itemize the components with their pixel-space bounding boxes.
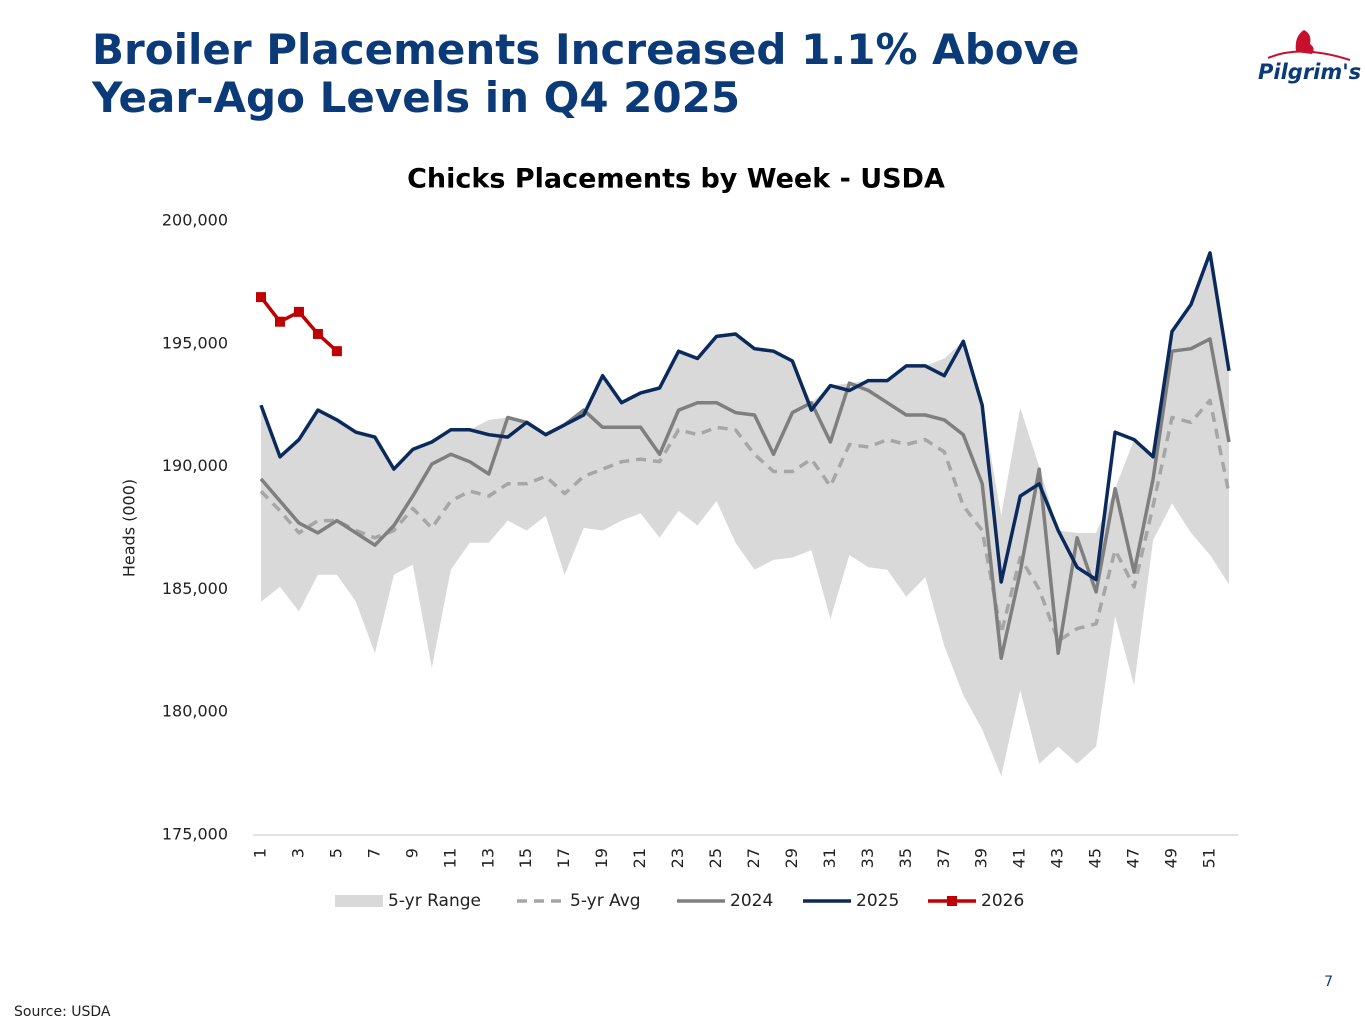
point-marker bbox=[256, 292, 266, 303]
x-tick-label: 43 bbox=[1048, 848, 1067, 868]
point-marker bbox=[293, 306, 304, 317]
point-marker bbox=[312, 328, 323, 339]
page-number: 7 bbox=[1324, 974, 1333, 990]
x-tick-label: 37 bbox=[934, 848, 953, 868]
legend-swatch bbox=[335, 895, 383, 907]
y-tick-label: 180,000 bbox=[162, 702, 228, 721]
plot: 175,000 180,000 185,000 190,000 195,000 200,0… bbox=[162, 211, 1238, 868]
y-tick-label: 195,000 bbox=[162, 333, 228, 352]
series-line bbox=[259, 251, 1231, 584]
x-tick-label: 1 bbox=[251, 848, 270, 858]
x-tick-label: 15 bbox=[516, 848, 535, 868]
source: Source: USDA bbox=[14, 1004, 111, 1020]
point-marker bbox=[331, 346, 342, 357]
legend-label: 5-yr Range bbox=[388, 891, 481, 911]
x-tick-label: 45 bbox=[1086, 848, 1105, 868]
y-tick-label: 175,000 bbox=[162, 825, 228, 844]
x-tick-label: 7 bbox=[364, 848, 383, 858]
x-tick-label: 33 bbox=[858, 848, 877, 868]
x-tick-label: 25 bbox=[706, 848, 725, 868]
legend-label: 2024 bbox=[730, 891, 773, 911]
logo-text: Pilgrim's bbox=[1258, 60, 1361, 84]
slide-title: Broiler Placements Increased 1.1% Above … bbox=[92, 26, 1080, 122]
title-box: Broiler Placements Increased 1.1% Above … bbox=[92, 26, 1080, 122]
x-tick-label: 35 bbox=[896, 848, 915, 868]
range-area bbox=[261, 252, 1229, 777]
y-axis-label: Heads (000) bbox=[120, 479, 139, 577]
x-tick-label: 9 bbox=[402, 848, 421, 858]
legend-label: 5-yr Avg bbox=[570, 891, 641, 911]
x-tick-label: 19 bbox=[592, 848, 611, 868]
x-tick-label: 3 bbox=[288, 848, 307, 858]
y-tick-label: 185,000 bbox=[162, 579, 228, 598]
x-tick-label: 41 bbox=[1010, 848, 1029, 868]
series-line bbox=[259, 337, 1231, 660]
y-tick-label: 200,000 bbox=[162, 211, 228, 230]
legend: 5-yr Range 5-yr Avg 2024 2025 2026 bbox=[335, 891, 1024, 911]
x-tick-label: 23 bbox=[668, 848, 687, 868]
series-line bbox=[259, 296, 339, 353]
x-tick-label: 11 bbox=[440, 848, 459, 868]
x-tick-label: 49 bbox=[1162, 848, 1181, 868]
x-tick-label: 31 bbox=[820, 848, 839, 868]
x-tick-label: 39 bbox=[972, 848, 991, 868]
x-tick-label: 51 bbox=[1200, 848, 1219, 868]
legend-label: 2026 bbox=[981, 891, 1024, 911]
x-tick-label: 13 bbox=[478, 848, 497, 868]
x-tick-label: 21 bbox=[630, 848, 649, 868]
x-tick-label: 27 bbox=[744, 848, 763, 868]
x-tick-label: 29 bbox=[782, 848, 801, 868]
logo-bird bbox=[1295, 30, 1314, 54]
y-tick-label: 190,000 bbox=[162, 456, 228, 475]
x-tick-label: 47 bbox=[1124, 848, 1143, 868]
point-marker bbox=[274, 316, 285, 327]
legend-label: 2025 bbox=[856, 891, 899, 911]
logo: Pilgrim's bbox=[1258, 30, 1361, 84]
legend-marker bbox=[947, 896, 957, 906]
x-tick-label: 17 bbox=[554, 848, 573, 868]
x-tick-label: 5 bbox=[326, 848, 345, 858]
chart-title: Chicks Placements by Week - USDA bbox=[407, 164, 945, 195]
series-line bbox=[259, 398, 1231, 643]
